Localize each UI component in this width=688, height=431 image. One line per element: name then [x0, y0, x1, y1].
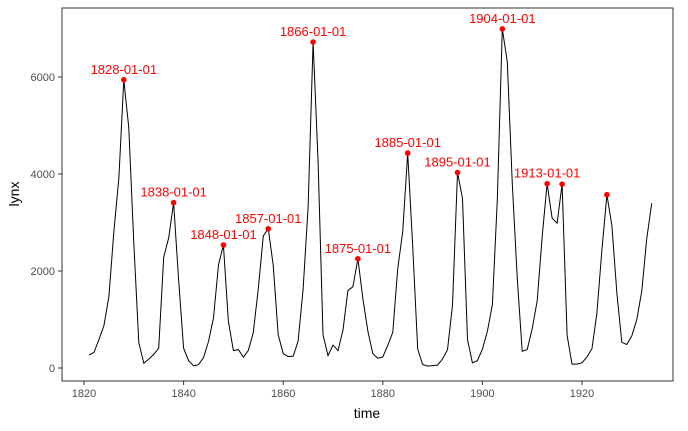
peak-label: 1895-01-01: [424, 154, 491, 169]
y-axis-label: lynx: [6, 182, 22, 207]
peak-point: [121, 76, 127, 83]
peak-point: [604, 191, 610, 198]
x-tick-label: 1880: [371, 388, 395, 400]
x-tick-label: 1860: [271, 388, 295, 400]
x-tick-label: 1920: [570, 388, 594, 400]
peak-label: 1828-01-01: [91, 62, 158, 77]
x-tick-label: 1820: [72, 388, 96, 400]
peak-point: [170, 199, 177, 206]
y-tick-label: 0: [49, 363, 55, 375]
peak-label: 1875-01-01: [325, 241, 392, 256]
peak-label: 1838-01-01: [140, 185, 207, 200]
y-tick-label: 4000: [31, 169, 55, 181]
peak-point: [544, 180, 550, 187]
plot-panel: [61, 7, 674, 382]
peak-label: 1857-01-01: [235, 211, 302, 226]
peak-point: [220, 242, 227, 248]
peak-point: [499, 26, 506, 32]
peak-label: 1885-01-01: [374, 135, 441, 150]
peak-label: 1913-01-01: [514, 166, 581, 181]
series-line: [88, 28, 653, 367]
peak-point: [404, 150, 411, 156]
peak-label: 1904-01-01: [469, 11, 536, 26]
peak-point: [310, 39, 316, 45]
peak-point: [355, 256, 361, 262]
peak-label: 1848-01-01: [190, 227, 257, 242]
peak-point: [265, 225, 272, 232]
y-tick-label: 2000: [31, 266, 55, 278]
x-axis-label: time: [354, 405, 381, 421]
peak-label: 1866-01-01: [280, 24, 347, 39]
peak-point: [559, 181, 565, 187]
y-tick-label: 6000: [31, 72, 55, 84]
x-tick-label: 1900: [470, 388, 494, 400]
peak-point: [454, 169, 461, 176]
x-tick-label: 1840: [171, 388, 195, 400]
